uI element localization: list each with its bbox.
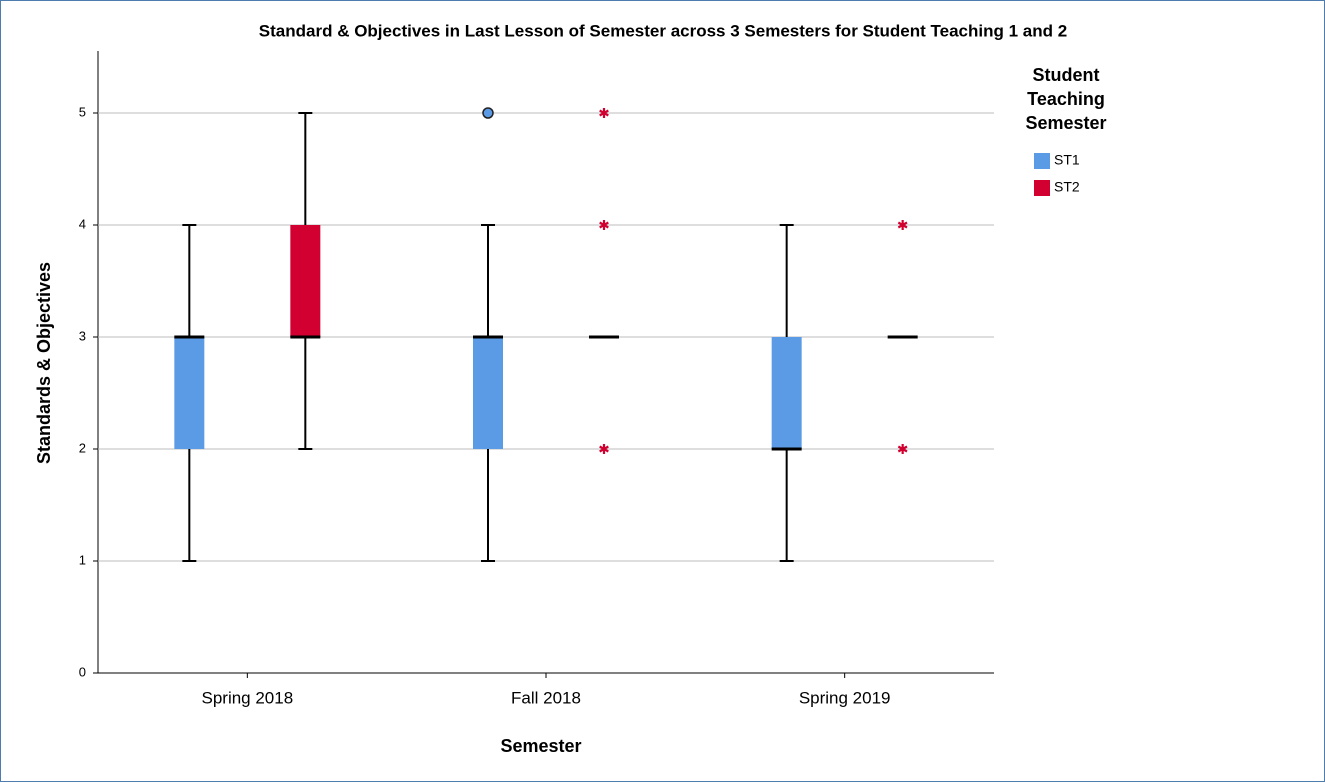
box bbox=[473, 337, 503, 449]
legend-title-box: Student Teaching Semester bbox=[1025, 65, 1107, 133]
extreme bbox=[897, 220, 908, 230]
y-tick-label: 4 bbox=[79, 216, 86, 231]
x-tick-label: Fall 2018 bbox=[511, 688, 581, 707]
extreme bbox=[897, 444, 908, 454]
y-tick-label: 0 bbox=[79, 664, 86, 679]
extreme bbox=[599, 444, 609, 454]
extreme bbox=[599, 220, 609, 230]
box bbox=[771, 337, 802, 449]
x-tick-label: Spring 2019 bbox=[799, 688, 891, 707]
x-axis-title: Semester bbox=[500, 736, 581, 756]
legend-title: Student Teaching Semester bbox=[1025, 65, 1107, 133]
legend-label: ST2 bbox=[1054, 179, 1080, 195]
outlier bbox=[482, 107, 494, 119]
legend-swatch bbox=[1034, 180, 1050, 196]
y-axis-title: Standards & Objectives bbox=[34, 262, 54, 464]
legend-label: ST1 bbox=[1054, 152, 1080, 168]
y-tick-label: 1 bbox=[79, 552, 86, 567]
y-tick-label: 5 bbox=[79, 104, 86, 119]
x-tick-label: Spring 2018 bbox=[201, 688, 293, 707]
legend-swatch bbox=[1034, 153, 1050, 169]
box bbox=[290, 225, 321, 337]
extreme bbox=[599, 108, 609, 118]
box bbox=[174, 337, 205, 449]
chart-title: Standard & Objectives in Last Lesson of … bbox=[259, 21, 1067, 40]
y-tick-label: 2 bbox=[79, 440, 86, 455]
y-tick-label: 3 bbox=[79, 328, 86, 343]
